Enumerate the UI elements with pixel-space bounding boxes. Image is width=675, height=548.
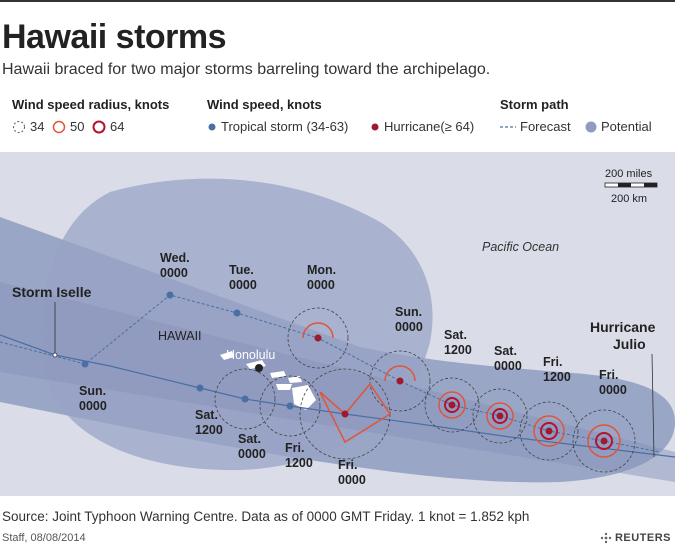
label-julio-sun-time: 0000 xyxy=(395,320,423,334)
legend-wind-hurricane: Hurricane(≥ 64) xyxy=(370,119,474,134)
dotted-circle-icon xyxy=(13,120,25,133)
label-iselle-sun-time: 0000 xyxy=(79,399,107,413)
legend-wind-hurricane-label: Hurricane(≥ 64) xyxy=(384,119,475,134)
pacific-ocean-label: Pacific Ocean xyxy=(482,240,559,254)
label-iselle-mon-day: Mon. xyxy=(307,263,336,277)
legend-radius-64-label: 64 xyxy=(110,119,125,134)
hawaii-label: HAWAII xyxy=(158,329,202,343)
label-julio-fri0000-time: 0000 xyxy=(599,383,627,397)
hurricane-julio-label-2: Julio xyxy=(613,336,646,352)
label-iselle-sat1200-time: 1200 xyxy=(195,423,223,437)
label-iselle-sat0000-time: 0000 xyxy=(238,447,266,461)
label-julio-sat0000-time: 0000 xyxy=(494,359,522,373)
legend-radius-heading: Wind speed radius, knots xyxy=(12,97,170,112)
legend-path-potential: Potential xyxy=(585,119,652,134)
legend-radius-34: 34 xyxy=(12,119,44,134)
label-julio-fri1200-day: Fri. xyxy=(543,355,562,369)
label-iselle-tue-time: 0000 xyxy=(229,278,257,292)
label-julio-sat0000-day: Sat. xyxy=(494,344,517,358)
label-julio-fri1200-time: 1200 xyxy=(543,370,571,384)
hurricane-julio-label-1: Hurricane xyxy=(590,319,656,335)
julio-track xyxy=(0,294,661,453)
label-julio-sat1200-day: Sat. xyxy=(444,328,467,342)
storm-map: Honolulu HAWAII Pacific Ocean Storm Isel… xyxy=(0,152,675,496)
label-iselle-wed-day: Wed. xyxy=(160,251,190,265)
legend-radius-64: 64 xyxy=(92,119,124,134)
label-iselle-fri1200-day: Fri. xyxy=(285,441,304,455)
inner-cone xyxy=(0,282,675,482)
label-iselle-sat1200-day: Sat. xyxy=(195,408,218,422)
page-subtitle: Hawaii braced for two major storms barre… xyxy=(2,61,491,78)
page-title: Hawaii storms xyxy=(2,18,227,56)
honolulu-marker xyxy=(255,364,263,372)
label-julio-sun-day: Sun. xyxy=(395,305,422,319)
label-iselle-sat0000-day: Sat. xyxy=(238,432,261,446)
hurricane-dot-icon xyxy=(371,123,379,130)
reuters-brand: REUTERS xyxy=(614,532,671,544)
potential-circle-icon xyxy=(585,121,597,132)
label-iselle-fri0000-day: Fri. xyxy=(338,458,357,472)
scale-bar xyxy=(604,182,658,188)
storm-points xyxy=(81,291,608,445)
iselle-pointer-dot xyxy=(52,352,58,358)
iselle-track xyxy=(0,334,675,458)
label-iselle-fri0000-time: 0000 xyxy=(338,473,366,487)
label-iselle-fri1200-time: 1200 xyxy=(285,456,313,470)
legend-wind-tropical-label: Tropical storm (34-63) xyxy=(221,119,349,134)
wind-radii xyxy=(214,307,636,473)
scale-miles-label: 200 miles xyxy=(605,168,653,180)
light-red-circle-icon xyxy=(52,120,66,133)
legend-wind-tropical: Tropical storm (34-63) xyxy=(207,119,348,134)
legend-radius-50: 50 xyxy=(52,119,84,134)
label-julio-sat1200-time: 1200 xyxy=(444,343,472,357)
julio-pointer xyxy=(651,353,655,458)
dashed-line-icon xyxy=(500,125,516,128)
dark-red-circle-icon xyxy=(92,120,106,133)
reuters-logo: REUTERS xyxy=(600,532,671,544)
reuters-dots-icon xyxy=(600,532,612,544)
label-iselle-sun-day: Sun. xyxy=(79,384,106,398)
top-rule xyxy=(0,0,675,2)
honolulu-label: Honolulu xyxy=(226,348,275,362)
legend-path-forecast-label: Forecast xyxy=(520,119,571,134)
tropical-dot-icon xyxy=(208,123,216,130)
legend-radius-50-label: 50 xyxy=(70,119,85,134)
legend-path-forecast: Forecast xyxy=(500,119,571,134)
legend-path-potential-label: Potential xyxy=(601,119,652,134)
storm-iselle-label: Storm Iselle xyxy=(12,284,92,300)
legend-radius-34-label: 34 xyxy=(30,119,45,134)
scale-km-label: 200 km xyxy=(611,193,647,205)
legend-path-heading: Storm path xyxy=(500,97,569,112)
credit-line: Staff, 08/08/2014 xyxy=(2,532,86,544)
label-iselle-tue-day: Tue. xyxy=(229,263,254,277)
label-iselle-wed-time: 0000 xyxy=(160,266,188,280)
label-iselle-mon-time: 0000 xyxy=(307,278,335,292)
label-julio-fri0000-day: Fri. xyxy=(599,368,618,382)
source-note: Source: Joint Typhoon Warning Centre. Da… xyxy=(2,509,530,524)
legend-wind-heading: Wind speed, knots xyxy=(207,97,322,112)
